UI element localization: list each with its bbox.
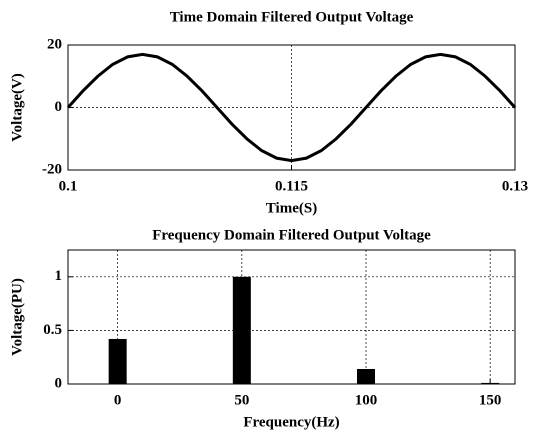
- y-tick-label: 1: [55, 268, 63, 284]
- y-tick-label: -20: [42, 161, 62, 177]
- x-tick-label: 0.13: [502, 178, 528, 194]
- bar: [481, 382, 500, 384]
- y-tick-label: 0.5: [43, 322, 62, 338]
- plot-frame: [67, 44, 516, 171]
- bar: [357, 368, 375, 384]
- x-axis-label: Time(S): [266, 200, 317, 216]
- line-series: [66, 52, 517, 163]
- x-tick-label: 100: [355, 392, 378, 408]
- y-tick-label: 20: [47, 36, 62, 52]
- chart-title: Frequency Domain Filtered Output Voltage: [152, 227, 431, 243]
- bar: [108, 338, 127, 384]
- x-tick-label: 0.115: [275, 178, 308, 194]
- chart-title: Time Domain Filtered Output Voltage: [170, 9, 414, 25]
- x-tick-label: 0: [114, 392, 122, 408]
- x-tick-label: 150: [479, 392, 502, 408]
- x-tick-label: 50: [234, 392, 249, 408]
- y-axis-label: Voltage(V): [9, 73, 25, 142]
- x-tick-label: 0.1: [59, 178, 78, 194]
- y-tick-label: 0: [55, 99, 63, 115]
- bar: [232, 276, 251, 384]
- plot-frame: [67, 249, 516, 385]
- y-axis-label: Voltage(PU): [9, 278, 25, 356]
- y-tick-label: 0: [55, 375, 63, 391]
- x-axis-label: Frequency(Hz): [243, 414, 339, 430]
